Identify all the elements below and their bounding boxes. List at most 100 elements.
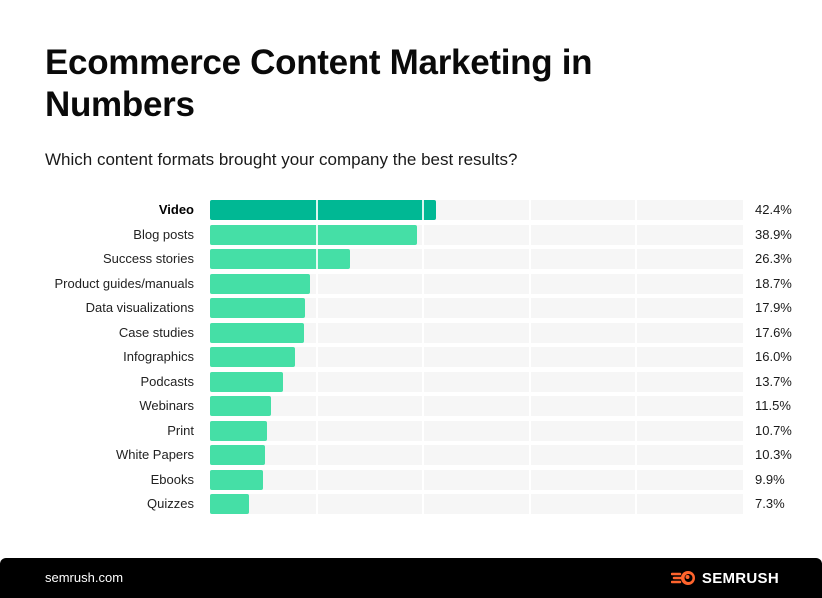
gridline [528,396,531,416]
gridline [635,249,638,269]
gridline [528,494,531,514]
bar-track [210,249,743,269]
category-label: Ebooks [150,471,194,487]
bar-track [210,469,743,490]
gridline [315,371,318,392]
bar [210,298,306,318]
gridline [528,469,531,490]
chart-row: Ebooks 9.9% [0,469,822,491]
category-label: Quizzes [147,496,194,511]
value-label: 26.3% [755,251,792,266]
bar [210,273,310,294]
value-label: 11.5% [755,398,791,413]
bar [210,200,436,220]
gridline [635,396,638,416]
semrush-fireball-icon [670,571,695,585]
gridline [315,396,318,416]
chart-row: Video 42.4% [0,199,822,221]
gridline [422,224,425,245]
gridline [315,420,318,441]
chart-row: White Papers 10.3% [0,444,822,466]
gridline [635,224,638,245]
bar-track [210,347,743,367]
bar-track [210,224,743,245]
gridline [635,445,638,465]
bar-track [210,420,743,441]
gridline [315,273,318,294]
value-label: 13.7% [755,373,792,389]
chart-row: Infographics 16.0% [0,346,822,368]
value-label: 18.7% [755,275,792,291]
category-label: Video [158,202,194,217]
brand-name: SEMRUSH [701,569,779,587]
value-label: 9.9% [755,471,785,487]
gridline [528,224,531,245]
gridline [422,396,425,416]
bar [210,322,304,343]
gridline [422,371,425,392]
bar [210,445,265,465]
gridline [528,371,531,392]
bar-track [210,396,743,416]
gridline [315,322,318,343]
gridline [315,298,318,318]
gridline [422,298,425,318]
gridline [422,469,425,490]
category-label: Infographics [123,349,194,364]
gridline [528,420,531,441]
gridline [635,347,638,367]
chart-row: Print 10.7% [0,420,822,442]
category-label: Success stories [102,251,194,266]
category-label: Podcasts [140,373,194,389]
gridline [635,494,638,514]
bar [210,347,296,367]
gridline [422,200,425,220]
bar [210,420,268,441]
gridline [422,494,425,514]
value-label: 17.6% [755,324,792,340]
chart-subtitle: Which content formats brought your compa… [45,150,518,169]
gridline [528,273,531,294]
gridline [422,445,425,465]
gridline [635,273,638,294]
gridline [422,273,425,294]
bar [210,249,351,269]
gridline [635,298,638,318]
bar-track [210,298,743,318]
category-label: White Papers [115,447,194,462]
gridline [635,469,638,490]
footer: semrush.com SEMRUSH [0,558,822,598]
chart-row: Product guides/manuals 18.7% [0,273,822,295]
gridline [315,249,318,269]
category-label: Case studies [118,324,194,340]
gridline [315,445,318,465]
bar-track [210,494,743,514]
gridline [528,322,531,343]
category-label: Print [167,422,194,438]
gridline [315,469,318,490]
gridline [528,347,531,367]
value-label: 17.9% [755,300,792,315]
value-label: 38.9% [755,226,792,242]
gridline [422,322,425,343]
semrush-logo: SEMRUSH [670,558,779,598]
chart-row: Quizzes 7.3% [0,493,822,515]
chart-row: Webinars 11.5% [0,395,822,417]
bar-track [210,273,743,294]
category-label: Webinars [139,398,194,413]
gridline [528,200,531,220]
category-label: Blog posts [133,226,194,242]
bar-track [210,371,743,392]
gridline [422,249,425,269]
gridline [528,298,531,318]
gridline [635,200,638,220]
gridline [528,445,531,465]
bar-track [210,200,743,220]
footer-site-link[interactable]: semrush.com [45,570,124,585]
gridline [315,347,318,367]
gridline [315,200,318,220]
gridline [635,420,638,441]
value-label: 7.3% [755,496,785,511]
chart-title: Ecommerce Content Marketing in Numbers [45,43,593,124]
gridline [315,494,318,514]
